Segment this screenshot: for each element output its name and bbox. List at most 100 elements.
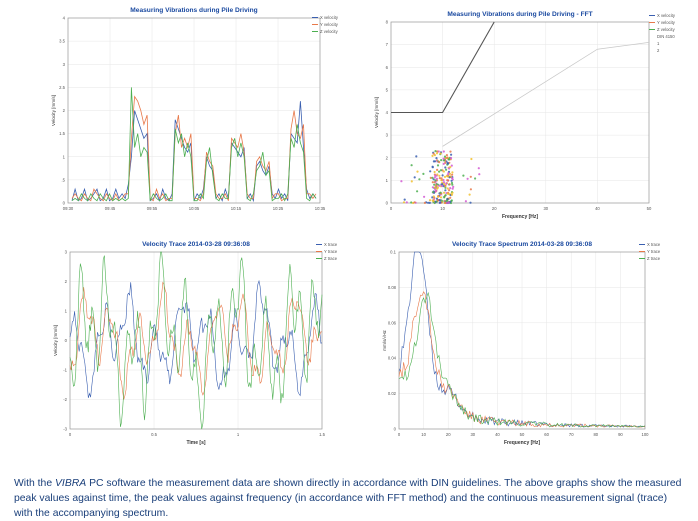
scatter-point	[405, 201, 408, 204]
scatter-point	[450, 164, 453, 167]
scatter-point	[433, 196, 436, 199]
y-tick-label: 1	[386, 178, 389, 183]
y-tick-label: 2	[63, 108, 66, 113]
chart-title: Velocity Trace Spectrum 2014-03-28 09:36…	[452, 241, 592, 248]
scatter-point	[450, 181, 454, 185]
scatter-point	[470, 157, 473, 161]
scatter-point	[428, 201, 431, 204]
p3-svg: Velocity Trace 2014-03-28 09:36:08 -3 -2 -1…	[53, 241, 338, 446]
scatter-point	[442, 178, 445, 182]
scatter-point	[469, 175, 472, 178]
plot-frame	[398, 251, 646, 430]
scatter-point	[451, 171, 454, 174]
x-tick-label: 40	[495, 432, 500, 437]
scatter-point	[469, 201, 472, 204]
p4-svg: Velocity Trace Spectrum 2014-03-28 09:36…	[382, 241, 661, 446]
x-tick-label: 0	[390, 206, 393, 211]
y-tick-label: 3	[386, 133, 389, 138]
scatter-point	[418, 178, 421, 181]
scatter-point	[474, 177, 477, 180]
legend-entry: X trace	[324, 242, 338, 247]
scatter-point	[431, 186, 434, 189]
scatter-point	[443, 195, 446, 198]
scatter-point	[431, 191, 434, 194]
scatter-point	[438, 174, 441, 177]
y-tick-label: -3	[63, 427, 67, 432]
y-tick-label: 1	[65, 309, 68, 314]
legend-entry: 1	[657, 41, 660, 46]
scatter-point	[439, 196, 443, 199]
scatter-point	[436, 187, 439, 190]
scatter-point	[444, 186, 447, 189]
scatter-point	[477, 167, 480, 170]
vibration-time-chart: Measuring Vibrations during Pile Driving…	[0, 0, 349, 230]
x-tick-label: 09:30	[63, 206, 74, 211]
scatter-point	[438, 161, 441, 164]
x-tick-label: 0.5	[151, 432, 157, 437]
scatter-point	[443, 191, 446, 194]
y-tick-label: -1	[63, 368, 67, 373]
y-tick-label: 0	[65, 338, 68, 343]
scatter-point	[436, 168, 439, 171]
y-tick-label: 3.5	[59, 39, 65, 44]
scatter-point	[439, 191, 442, 194]
y-tick-label: 0.04	[388, 356, 397, 361]
y-tick-label: 2	[65, 279, 68, 284]
scatter-point	[447, 158, 450, 161]
x-tick-label: 1.5	[319, 432, 325, 437]
scatter-point	[436, 164, 440, 167]
x-tick-label: 50	[520, 432, 525, 437]
legend-entry: DIN 4150	[657, 34, 675, 39]
scatter-point	[466, 177, 469, 180]
scatter-point	[442, 159, 446, 162]
legend-entry: Z velocity	[657, 27, 676, 32]
y-tick-label: 3	[65, 250, 68, 255]
scatter-point	[416, 190, 419, 193]
scatter-point	[447, 201, 450, 204]
x-tick-label: 20	[446, 432, 451, 437]
scatter-point	[449, 187, 452, 190]
x-tick-label: 50	[647, 206, 652, 211]
scatter-point	[442, 157, 445, 160]
caption-before: With the	[14, 478, 55, 490]
scatter-point	[434, 150, 437, 153]
scatter-point	[444, 189, 447, 192]
scatter-point	[451, 191, 454, 194]
x-tick-label: 10:35	[315, 206, 326, 211]
scatter-point	[444, 201, 447, 204]
y-tick-label: .5	[62, 177, 66, 182]
scatter-point	[451, 187, 454, 190]
scatter-point	[447, 179, 450, 182]
scatter-point	[449, 150, 452, 153]
scatter-point	[413, 176, 416, 179]
scatter-point	[442, 162, 445, 165]
p1-svg: Measuring Vibrations during Pile Driving…	[51, 7, 339, 211]
scatter-point	[448, 189, 451, 192]
spectrum-y	[398, 291, 646, 428]
scatter-point	[433, 186, 436, 189]
x-axis-label: Time [s]	[186, 440, 205, 446]
scatter-point	[443, 155, 447, 158]
x-tick-label: 09:45	[105, 206, 116, 211]
x-tick-label: 60	[544, 432, 549, 437]
y-tick-label: 8	[386, 20, 389, 25]
scatter-point	[442, 150, 445, 153]
scatter-point	[452, 185, 455, 188]
scatter-point	[436, 199, 440, 202]
legend-entry: Z trace	[324, 256, 338, 261]
y-tick-label: 0.08	[388, 285, 397, 290]
limit-line-2	[442, 42, 650, 147]
x-tick-label: 100	[642, 432, 650, 437]
scatter-point	[442, 185, 445, 188]
y-tick-label: 1	[63, 154, 66, 159]
scatter-point	[450, 193, 454, 196]
scatter-point	[423, 201, 426, 204]
x-tick-label: 1	[237, 432, 240, 437]
scatter-point	[449, 196, 452, 199]
x-tick-label: 0	[69, 432, 72, 437]
scatter-point	[431, 176, 434, 179]
scatter-point	[400, 180, 403, 183]
y-tick-label: 0	[386, 201, 389, 206]
x-tick-label: 70	[569, 432, 574, 437]
scatter-point	[438, 199, 441, 202]
